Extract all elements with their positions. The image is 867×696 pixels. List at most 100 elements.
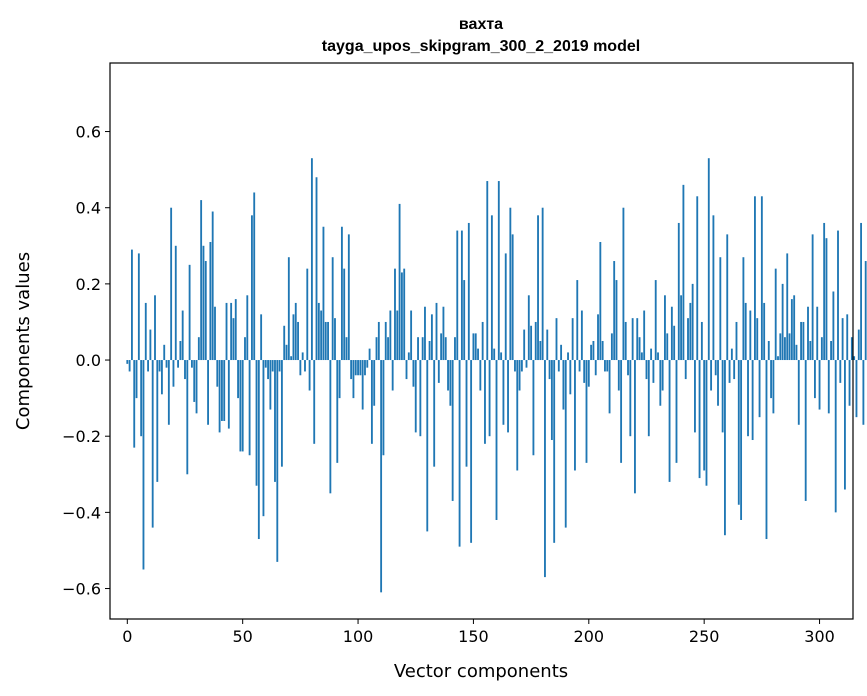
bar [537,215,539,361]
bar [142,360,145,570]
bar [760,196,763,361]
bar [294,302,297,361]
bar [700,321,703,361]
bar [271,360,274,372]
bar [862,360,865,425]
bar [361,360,364,410]
bar [735,321,738,361]
bar [405,360,408,380]
bar [377,321,380,361]
bar [156,360,159,482]
bar [250,215,253,361]
bar [520,360,523,372]
bar [400,272,403,361]
chart-subtitle: tayga_upos_skipgram_300_2_2019 model [322,38,640,55]
bar [454,337,456,361]
bar [359,360,362,376]
bar [677,222,680,361]
bar [530,325,533,361]
bar [304,360,306,372]
bar [779,333,782,361]
bar [329,360,332,494]
bar [375,337,378,361]
bar [548,360,551,380]
bar [793,295,796,361]
bar [624,321,627,361]
bar [604,360,606,372]
bar [587,360,590,387]
bar [412,360,415,387]
bar [825,238,828,361]
bar [248,360,251,456]
bar [200,200,203,361]
bar [144,302,147,361]
bar [430,314,433,361]
bar [576,280,579,361]
bar [786,253,789,361]
bar [802,321,805,361]
bar [310,158,313,361]
bar [299,360,302,376]
bar [560,344,563,361]
y-tick-label: 0.2 [76,275,101,294]
bar [855,360,858,418]
bar [788,333,791,361]
bar [447,360,449,391]
bar [784,337,786,361]
bar [567,352,569,361]
bar [170,207,173,361]
bar [287,257,290,361]
bar [320,310,323,361]
bar [260,314,263,361]
bar [707,158,710,361]
bar [140,360,143,437]
bar [214,306,216,361]
bar [158,360,161,372]
bar [742,257,745,361]
bar [380,360,383,593]
bar [167,360,170,425]
bar [790,299,793,361]
bar [257,360,260,540]
bar [689,302,692,361]
bar [827,360,830,414]
bar [241,360,244,452]
bar [574,360,576,471]
bar [331,257,334,361]
bar [594,360,597,376]
bar [426,360,429,532]
bar [562,360,565,410]
bar [165,360,168,368]
bar [347,234,350,361]
bar [504,253,507,361]
bar [451,360,454,501]
bar [227,360,230,429]
bar [645,360,648,380]
bar [634,360,636,494]
bar [479,360,482,391]
bar [160,360,163,395]
bar [334,318,336,361]
bar [267,360,269,380]
bar [232,318,235,361]
bar [133,360,136,448]
bar [714,360,717,376]
bar [126,360,129,364]
bar [407,352,410,361]
bar [184,360,186,380]
bar [747,360,749,437]
bar [472,333,475,361]
bar [721,360,724,433]
bar [283,325,286,361]
bar [571,318,574,361]
bar [610,333,613,361]
bar [174,245,177,361]
bar [424,306,426,361]
bar [181,310,184,361]
bar [396,310,399,361]
bar [684,360,687,380]
bar [620,360,623,463]
bar [467,222,470,361]
bar [622,207,625,361]
